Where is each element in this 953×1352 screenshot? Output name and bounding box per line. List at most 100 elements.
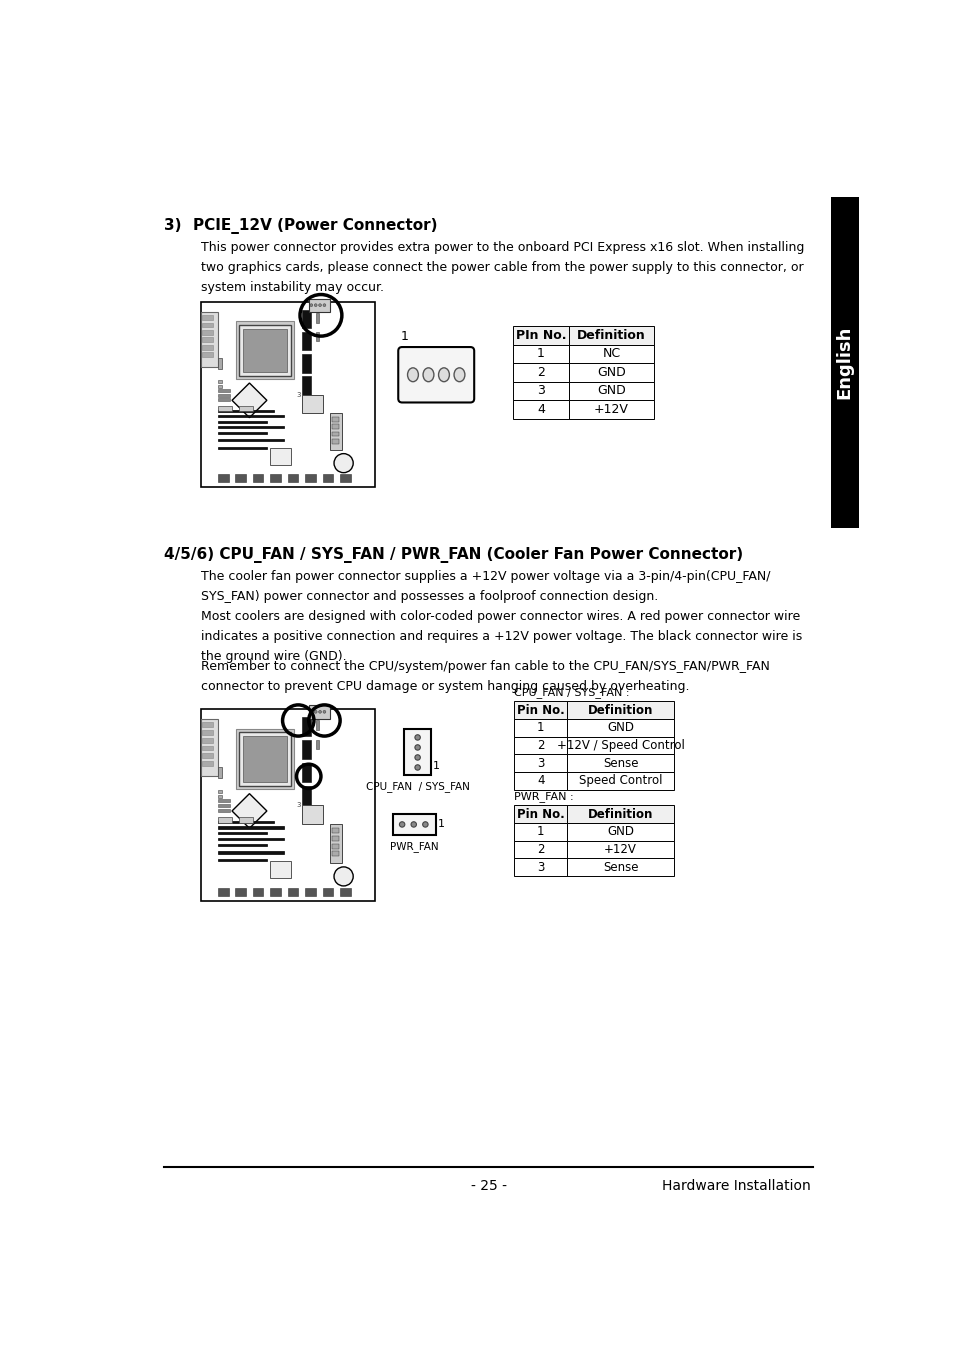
- Text: GND: GND: [606, 722, 634, 734]
- Bar: [514, 719, 567, 737]
- Bar: [513, 326, 568, 345]
- Ellipse shape: [454, 368, 464, 381]
- Circle shape: [318, 304, 321, 307]
- Bar: [309, 299, 330, 311]
- Bar: [218, 358, 222, 369]
- Bar: [218, 795, 222, 798]
- Bar: [218, 838, 284, 840]
- Bar: [270, 449, 291, 465]
- Bar: [202, 353, 213, 357]
- Circle shape: [334, 867, 353, 886]
- Bar: [218, 393, 230, 397]
- Bar: [567, 841, 674, 859]
- Text: +12V: +12V: [603, 842, 637, 856]
- Bar: [218, 826, 284, 829]
- Bar: [567, 754, 674, 772]
- Circle shape: [318, 710, 321, 714]
- Ellipse shape: [438, 368, 449, 381]
- Text: English: English: [835, 326, 853, 399]
- Bar: [218, 475, 229, 481]
- Text: +12V / Speed Control: +12V / Speed Control: [557, 740, 684, 752]
- Text: Pin No.: Pin No.: [517, 703, 564, 717]
- Bar: [301, 763, 311, 781]
- Text: 2: 2: [537, 842, 544, 856]
- Text: 2: 2: [537, 740, 544, 752]
- Bar: [218, 420, 267, 423]
- Bar: [218, 380, 222, 384]
- Circle shape: [310, 304, 313, 307]
- Bar: [301, 310, 311, 329]
- Text: Sense: Sense: [602, 861, 638, 873]
- Bar: [332, 829, 339, 833]
- Circle shape: [323, 710, 326, 714]
- Bar: [247, 333, 283, 369]
- Bar: [218, 817, 232, 822]
- Bar: [514, 772, 567, 790]
- Bar: [218, 844, 267, 846]
- Circle shape: [415, 734, 420, 740]
- Circle shape: [314, 304, 316, 307]
- Text: Definition: Definition: [587, 703, 653, 717]
- Text: 1: 1: [537, 825, 544, 838]
- Bar: [235, 888, 246, 895]
- Bar: [568, 400, 654, 419]
- Text: - 25 -: - 25 -: [471, 1179, 506, 1192]
- Text: 1: 1: [537, 722, 544, 734]
- Bar: [332, 836, 339, 841]
- Bar: [305, 475, 315, 481]
- Text: 1: 1: [437, 819, 444, 829]
- Text: 4/5/6) CPU_FAN / SYS_FAN / PWR_FAN (Cooler Fan Power Connector): 4/5/6) CPU_FAN / SYS_FAN / PWR_FAN (Cool…: [164, 548, 742, 564]
- Text: This power connector provides extra power to the onboard PCI Express x16 slot. W: This power connector provides extra powe…: [200, 241, 803, 293]
- Text: Remember to connect the CPU/system/power fan cable to the CPU_FAN/SYS_FAN/PWR_FA: Remember to connect the CPU/system/power…: [200, 660, 769, 692]
- Text: CPU_FAN / SYS_FAN :: CPU_FAN / SYS_FAN :: [514, 687, 629, 698]
- Circle shape: [415, 754, 420, 760]
- Bar: [202, 345, 213, 350]
- FancyBboxPatch shape: [404, 729, 431, 775]
- Bar: [513, 381, 568, 400]
- Bar: [202, 761, 213, 765]
- Text: Pin No.: Pin No.: [517, 807, 564, 821]
- Circle shape: [334, 454, 353, 473]
- Text: PIn No.: PIn No.: [515, 329, 565, 342]
- Bar: [200, 311, 218, 366]
- Circle shape: [323, 304, 326, 307]
- Bar: [200, 303, 375, 487]
- Bar: [200, 718, 218, 776]
- Bar: [514, 737, 567, 754]
- Text: PWR_FAN :: PWR_FAN :: [514, 791, 574, 802]
- Circle shape: [415, 765, 420, 771]
- Bar: [332, 844, 339, 849]
- Bar: [332, 416, 339, 422]
- Bar: [301, 376, 311, 395]
- Bar: [218, 859, 267, 861]
- Circle shape: [310, 710, 313, 714]
- Bar: [830, 197, 858, 529]
- Bar: [513, 345, 568, 364]
- Bar: [332, 852, 339, 856]
- Text: GND: GND: [606, 825, 634, 838]
- Bar: [514, 702, 567, 719]
- Text: PWR_FAN: PWR_FAN: [390, 841, 438, 852]
- Bar: [301, 333, 311, 350]
- Bar: [218, 446, 267, 449]
- Bar: [315, 721, 319, 730]
- Bar: [218, 406, 232, 411]
- Bar: [340, 888, 350, 895]
- Bar: [315, 314, 319, 323]
- Bar: [218, 852, 284, 853]
- Bar: [288, 475, 298, 481]
- Bar: [567, 719, 674, 737]
- Bar: [567, 859, 674, 876]
- Text: 3: 3: [295, 392, 300, 397]
- Bar: [301, 395, 322, 414]
- Circle shape: [411, 822, 416, 827]
- Bar: [332, 425, 339, 429]
- Bar: [513, 400, 568, 419]
- Bar: [235, 475, 246, 481]
- Bar: [322, 475, 333, 481]
- Bar: [514, 823, 567, 841]
- Bar: [218, 767, 222, 779]
- Bar: [514, 859, 567, 876]
- FancyBboxPatch shape: [393, 814, 436, 836]
- Bar: [218, 808, 230, 813]
